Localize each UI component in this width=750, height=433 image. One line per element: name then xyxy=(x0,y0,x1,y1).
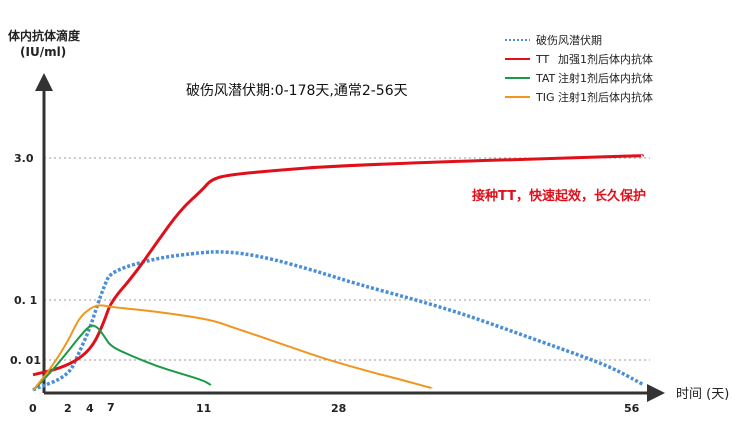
legend-label-tt: 加强1剂后体内抗体 xyxy=(558,52,653,66)
legend: 破伤风潜伏期 TT 加强1剂后体内抗体 TAT 注射1剂后体内抗体 TIG 注射… xyxy=(505,33,653,104)
legend-prefix-tt: TT xyxy=(535,53,550,66)
series-group xyxy=(32,154,645,392)
y-axis-title-line1: 体内抗体滴度 xyxy=(8,28,81,43)
x-axis-title: 时间 (天) xyxy=(676,387,729,402)
legend-label-tig: 注射1剂后体内抗体 xyxy=(558,90,653,104)
y-axis-title-line2: (IU/ml) xyxy=(20,45,66,59)
incubation-annotation: 破伤风潜伏期:0-178天,通常2-56天 xyxy=(186,83,408,99)
y-tick-0-01: 0. 01 xyxy=(10,354,41,367)
x-tick-11: 11 xyxy=(196,402,211,415)
legend-label-incubation: 破伤风潜伏期 xyxy=(536,33,602,47)
series-line-incubation xyxy=(32,250,644,392)
x-tick-4: 4 xyxy=(86,402,94,415)
highlight-annotation: 接种TT，快速起效，长久保护 xyxy=(472,188,646,204)
series-line-tt xyxy=(32,154,645,377)
x-tick-56: 56 xyxy=(624,402,640,415)
x-tick-7: 7 xyxy=(107,401,115,414)
series-line-tig xyxy=(32,304,433,392)
x-tick-0: 0 xyxy=(29,402,37,415)
y-tick-3: 3.0 xyxy=(14,152,34,165)
legend-prefix-tat: TAT xyxy=(535,72,556,85)
x-tick-28: 28 xyxy=(331,402,346,415)
series-line-tat xyxy=(32,324,212,392)
legend-label-tat: 注射1剂后体内抗体 xyxy=(558,71,653,85)
legend-prefix-tig: TIG xyxy=(535,91,555,104)
y-tick-0-1: 0. 1 xyxy=(14,294,37,307)
x-tick-2: 2 xyxy=(64,402,72,415)
